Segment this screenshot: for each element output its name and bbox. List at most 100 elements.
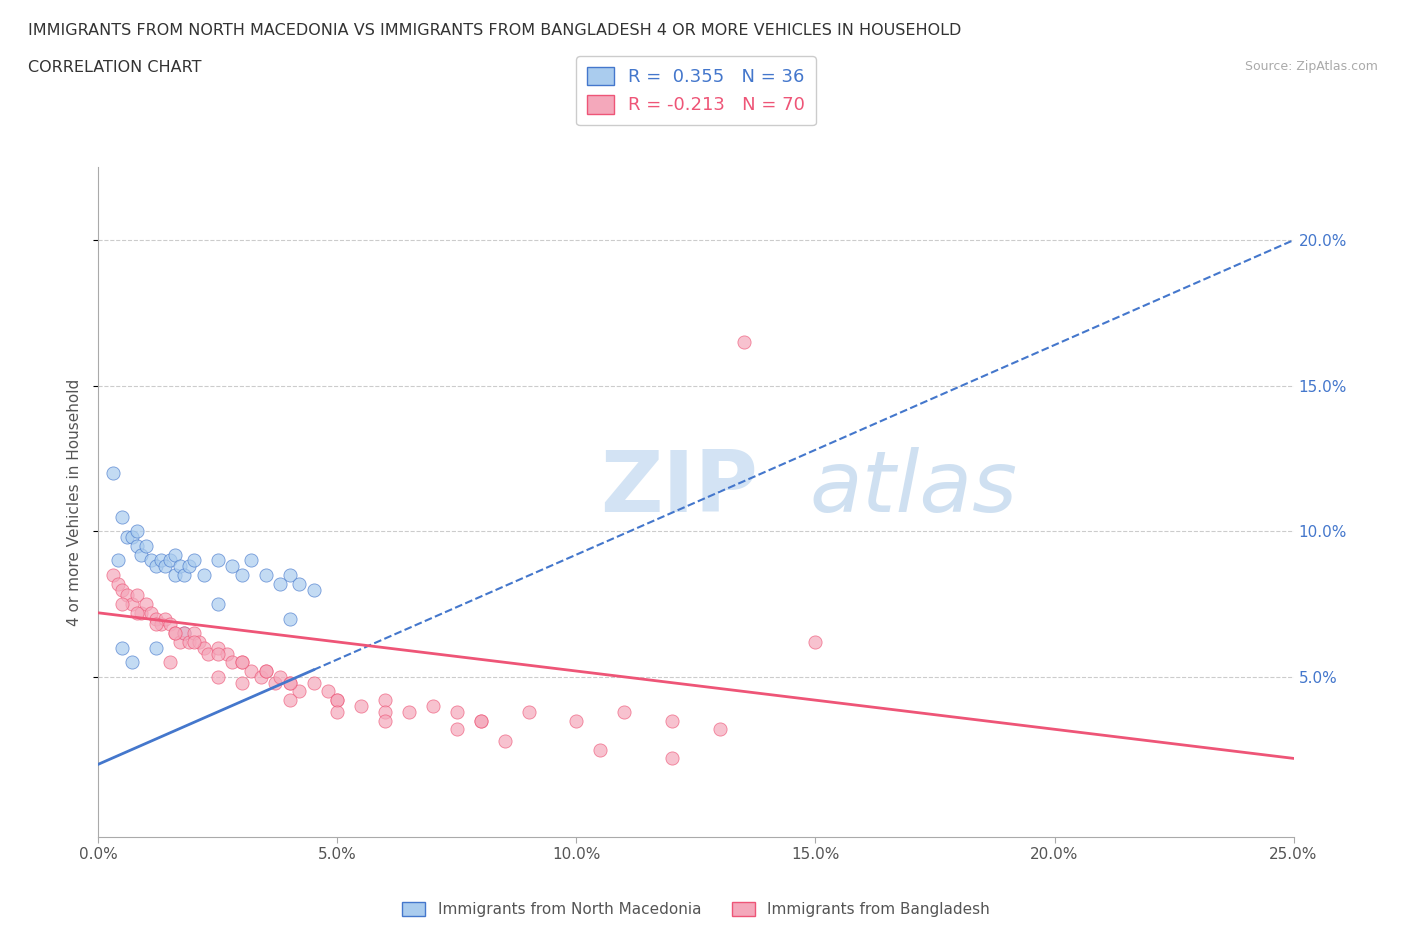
Point	[111, 582, 134, 597]
Point	[278, 611, 301, 626]
Point	[159, 553, 181, 568]
Point	[326, 693, 349, 708]
Point	[101, 567, 124, 582]
Point	[163, 626, 186, 641]
Point	[207, 670, 229, 684]
Point	[374, 704, 396, 719]
Point	[269, 670, 291, 684]
Point	[269, 577, 291, 591]
Point	[139, 553, 162, 568]
Point	[179, 559, 201, 574]
Point	[149, 553, 172, 568]
Point	[589, 742, 612, 757]
Point	[302, 582, 325, 597]
Point	[207, 646, 229, 661]
Point	[111, 641, 134, 656]
Point	[326, 693, 349, 708]
Point	[350, 698, 373, 713]
Point	[446, 722, 468, 737]
Point	[207, 553, 229, 568]
Point	[149, 617, 172, 631]
Point	[250, 670, 273, 684]
Point	[422, 698, 444, 713]
Text: CORRELATION CHART: CORRELATION CHART	[28, 60, 201, 75]
Point	[254, 664, 277, 679]
Point	[145, 617, 167, 631]
Point	[374, 693, 396, 708]
Point	[231, 675, 253, 690]
Point	[145, 611, 167, 626]
Point	[135, 538, 157, 553]
Point	[125, 538, 148, 553]
Point	[125, 524, 148, 538]
Point	[804, 634, 827, 649]
Point	[326, 704, 349, 719]
Point	[470, 713, 492, 728]
Point	[517, 704, 540, 719]
Point	[155, 559, 177, 574]
Point	[183, 553, 205, 568]
Point	[115, 530, 138, 545]
Point	[107, 577, 129, 591]
Point	[446, 704, 468, 719]
Point	[111, 510, 134, 525]
Point	[121, 655, 143, 670]
Text: Source: ZipAtlas.com: Source: ZipAtlas.com	[1244, 60, 1378, 73]
Point	[173, 626, 195, 641]
Point	[139, 605, 162, 620]
Point	[470, 713, 492, 728]
Point	[709, 722, 731, 737]
Point	[169, 634, 191, 649]
Point	[111, 597, 134, 612]
Point	[193, 641, 215, 656]
Point	[661, 751, 683, 765]
Point	[101, 466, 124, 481]
Point	[183, 626, 205, 641]
Point	[240, 664, 263, 679]
Point	[159, 655, 181, 670]
Point	[121, 530, 143, 545]
Point	[145, 641, 167, 656]
Point	[173, 567, 195, 582]
Point	[288, 684, 311, 698]
Point	[565, 713, 588, 728]
Point	[187, 634, 209, 649]
Point	[254, 664, 277, 679]
Point	[163, 567, 186, 582]
Point	[193, 567, 215, 582]
Point	[231, 567, 253, 582]
Point	[135, 597, 157, 612]
Point	[278, 675, 301, 690]
Legend: Immigrants from North Macedonia, Immigrants from Bangladesh: Immigrants from North Macedonia, Immigra…	[396, 896, 995, 923]
Point	[494, 734, 516, 749]
Point	[145, 559, 167, 574]
Point	[254, 567, 277, 582]
Point	[155, 611, 177, 626]
Point	[302, 675, 325, 690]
Point	[121, 597, 143, 612]
Point	[217, 646, 239, 661]
Point	[163, 626, 186, 641]
Point	[221, 655, 243, 670]
Point	[278, 567, 301, 582]
Point	[231, 655, 253, 670]
Text: ZIP: ZIP	[600, 447, 758, 530]
Point	[374, 713, 396, 728]
Point	[179, 634, 201, 649]
Point	[197, 646, 219, 661]
Point	[316, 684, 339, 698]
Point	[183, 634, 205, 649]
Point	[107, 553, 129, 568]
Point	[231, 655, 253, 670]
Point	[169, 559, 191, 574]
Point	[207, 641, 229, 656]
Point	[173, 626, 195, 641]
Point	[240, 553, 263, 568]
Point	[278, 693, 301, 708]
Point	[661, 713, 683, 728]
Text: atlas: atlas	[810, 447, 1018, 530]
Point	[398, 704, 420, 719]
Point	[207, 597, 229, 612]
Y-axis label: 4 or more Vehicles in Household: 4 or more Vehicles in Household	[67, 379, 83, 626]
Point	[264, 675, 287, 690]
